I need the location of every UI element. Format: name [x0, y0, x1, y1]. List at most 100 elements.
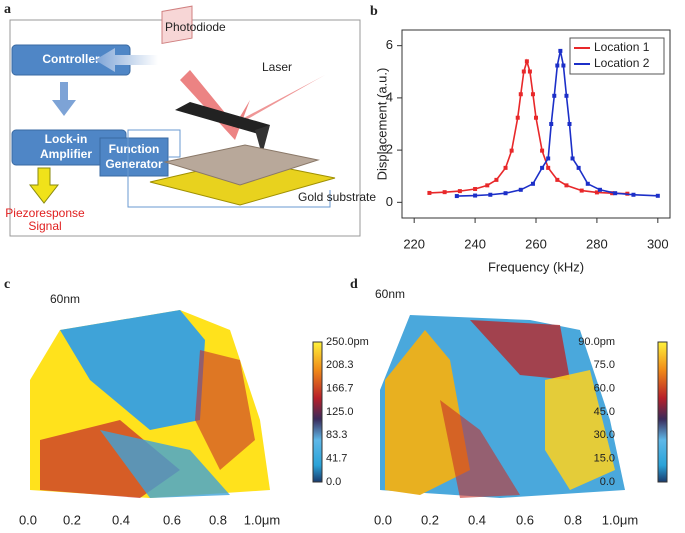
- point: [564, 183, 569, 188]
- point: [576, 165, 581, 170]
- x-tick-label: 240: [464, 236, 486, 251]
- height-label: 60nm: [375, 287, 405, 301]
- substrate: Gold substrate: [298, 190, 376, 204]
- point: [534, 115, 538, 120]
- photodiode-icon: [161, 5, 193, 45]
- colorbar-label: 250.0pm: [326, 336, 369, 348]
- point: [503, 165, 508, 170]
- x-axis-label: Frequency (kHz): [488, 259, 584, 274]
- x-tick-label: 0.0: [19, 512, 37, 527]
- point: [527, 69, 532, 74]
- colorbar-label: 83.3: [326, 429, 347, 441]
- x-tick-label: 0.2: [63, 512, 81, 527]
- colorbar-label: 75.0: [594, 359, 615, 371]
- surface: [60, 310, 205, 430]
- x-tick-label: 1.0μm: [244, 512, 280, 527]
- y-tick-label: 0: [386, 194, 393, 209]
- panel-label: c: [4, 277, 10, 292]
- wire: [127, 129, 331, 208]
- y-tick-label: 6: [386, 37, 393, 52]
- generator-box: [99, 137, 169, 177]
- image-d: d 60nm: [350, 277, 668, 498]
- point: [454, 194, 459, 199]
- point: [597, 187, 602, 192]
- point: [485, 183, 490, 188]
- point: [518, 92, 523, 97]
- x-tick-label: 0.4: [468, 512, 486, 527]
- colorbar-label: 45.0: [594, 406, 615, 418]
- point: [473, 187, 478, 192]
- point: [518, 187, 523, 192]
- photodiode: Photodiode: [165, 20, 226, 34]
- surface: [470, 320, 570, 380]
- point: [655, 193, 660, 198]
- point: [555, 63, 560, 68]
- point: [442, 190, 447, 195]
- point: [503, 191, 508, 196]
- point: [594, 190, 599, 195]
- tip: [255, 125, 270, 155]
- x-tick-label: 0.8: [564, 512, 582, 527]
- signal: Signal: [28, 219, 61, 233]
- point: [558, 48, 563, 53]
- point: [585, 181, 590, 186]
- generator: Function: [109, 142, 160, 156]
- legend-label: Location 1: [594, 40, 650, 54]
- point: [564, 93, 569, 98]
- x-tick-label: 0.0: [374, 512, 392, 527]
- diagram: a Controller Lock-in Amplifier Function …: [4, 2, 376, 237]
- colorbar-label: 0.0: [326, 476, 341, 488]
- point: [524, 59, 529, 64]
- y-axis-label: Displacement (a.u.): [374, 68, 389, 181]
- generator: Generator: [105, 157, 163, 171]
- x-tick-label: 260: [525, 236, 547, 251]
- arrow: [95, 48, 158, 72]
- surface: [100, 430, 230, 498]
- point: [613, 191, 618, 196]
- surface: [195, 350, 255, 470]
- point: [631, 192, 636, 197]
- point: [540, 165, 545, 170]
- x-tick-label: 220: [403, 236, 425, 251]
- surface: [385, 330, 470, 495]
- colorbar-label: 30.0: [594, 429, 615, 441]
- lockin: Lock-in: [45, 132, 88, 146]
- x-tick-label: 0.6: [516, 512, 534, 527]
- colorbar: [312, 341, 323, 483]
- point: [546, 165, 551, 170]
- point: [515, 115, 520, 120]
- colorbar-label: 166.7: [326, 383, 354, 395]
- signal: Piezoresponse: [5, 206, 85, 220]
- cantilever: [175, 102, 270, 135]
- panel-label: d: [350, 277, 358, 292]
- series-line: [429, 58, 628, 195]
- lockin: Amplifier: [40, 147, 92, 161]
- x-tick-label: 300: [647, 236, 669, 251]
- x-tick-label: 0.8: [209, 512, 227, 527]
- point: [555, 177, 560, 182]
- y-tick-label: 4: [386, 89, 393, 104]
- surface: [545, 370, 615, 490]
- point: [561, 63, 566, 68]
- x-tick-label: 1.0μm: [602, 512, 638, 527]
- point: [579, 188, 584, 193]
- point: [457, 189, 462, 194]
- colorbar: [657, 341, 668, 483]
- controller: Controller: [42, 52, 100, 66]
- laser: Laser: [262, 60, 292, 74]
- point: [546, 156, 551, 161]
- arrow: [52, 82, 76, 116]
- point: [521, 69, 526, 74]
- point: [427, 190, 432, 195]
- point: [473, 193, 478, 198]
- colorbar-label: 60.0: [594, 383, 615, 395]
- colorbar-label: 208.3: [326, 359, 354, 371]
- point: [494, 177, 499, 182]
- x-tick-label: 280: [586, 236, 608, 251]
- sample: [163, 144, 320, 186]
- surface: [440, 400, 520, 498]
- legend-label: Location 2: [594, 56, 650, 70]
- colorbar-label: 125.0: [326, 406, 354, 418]
- legend-box: [569, 37, 665, 75]
